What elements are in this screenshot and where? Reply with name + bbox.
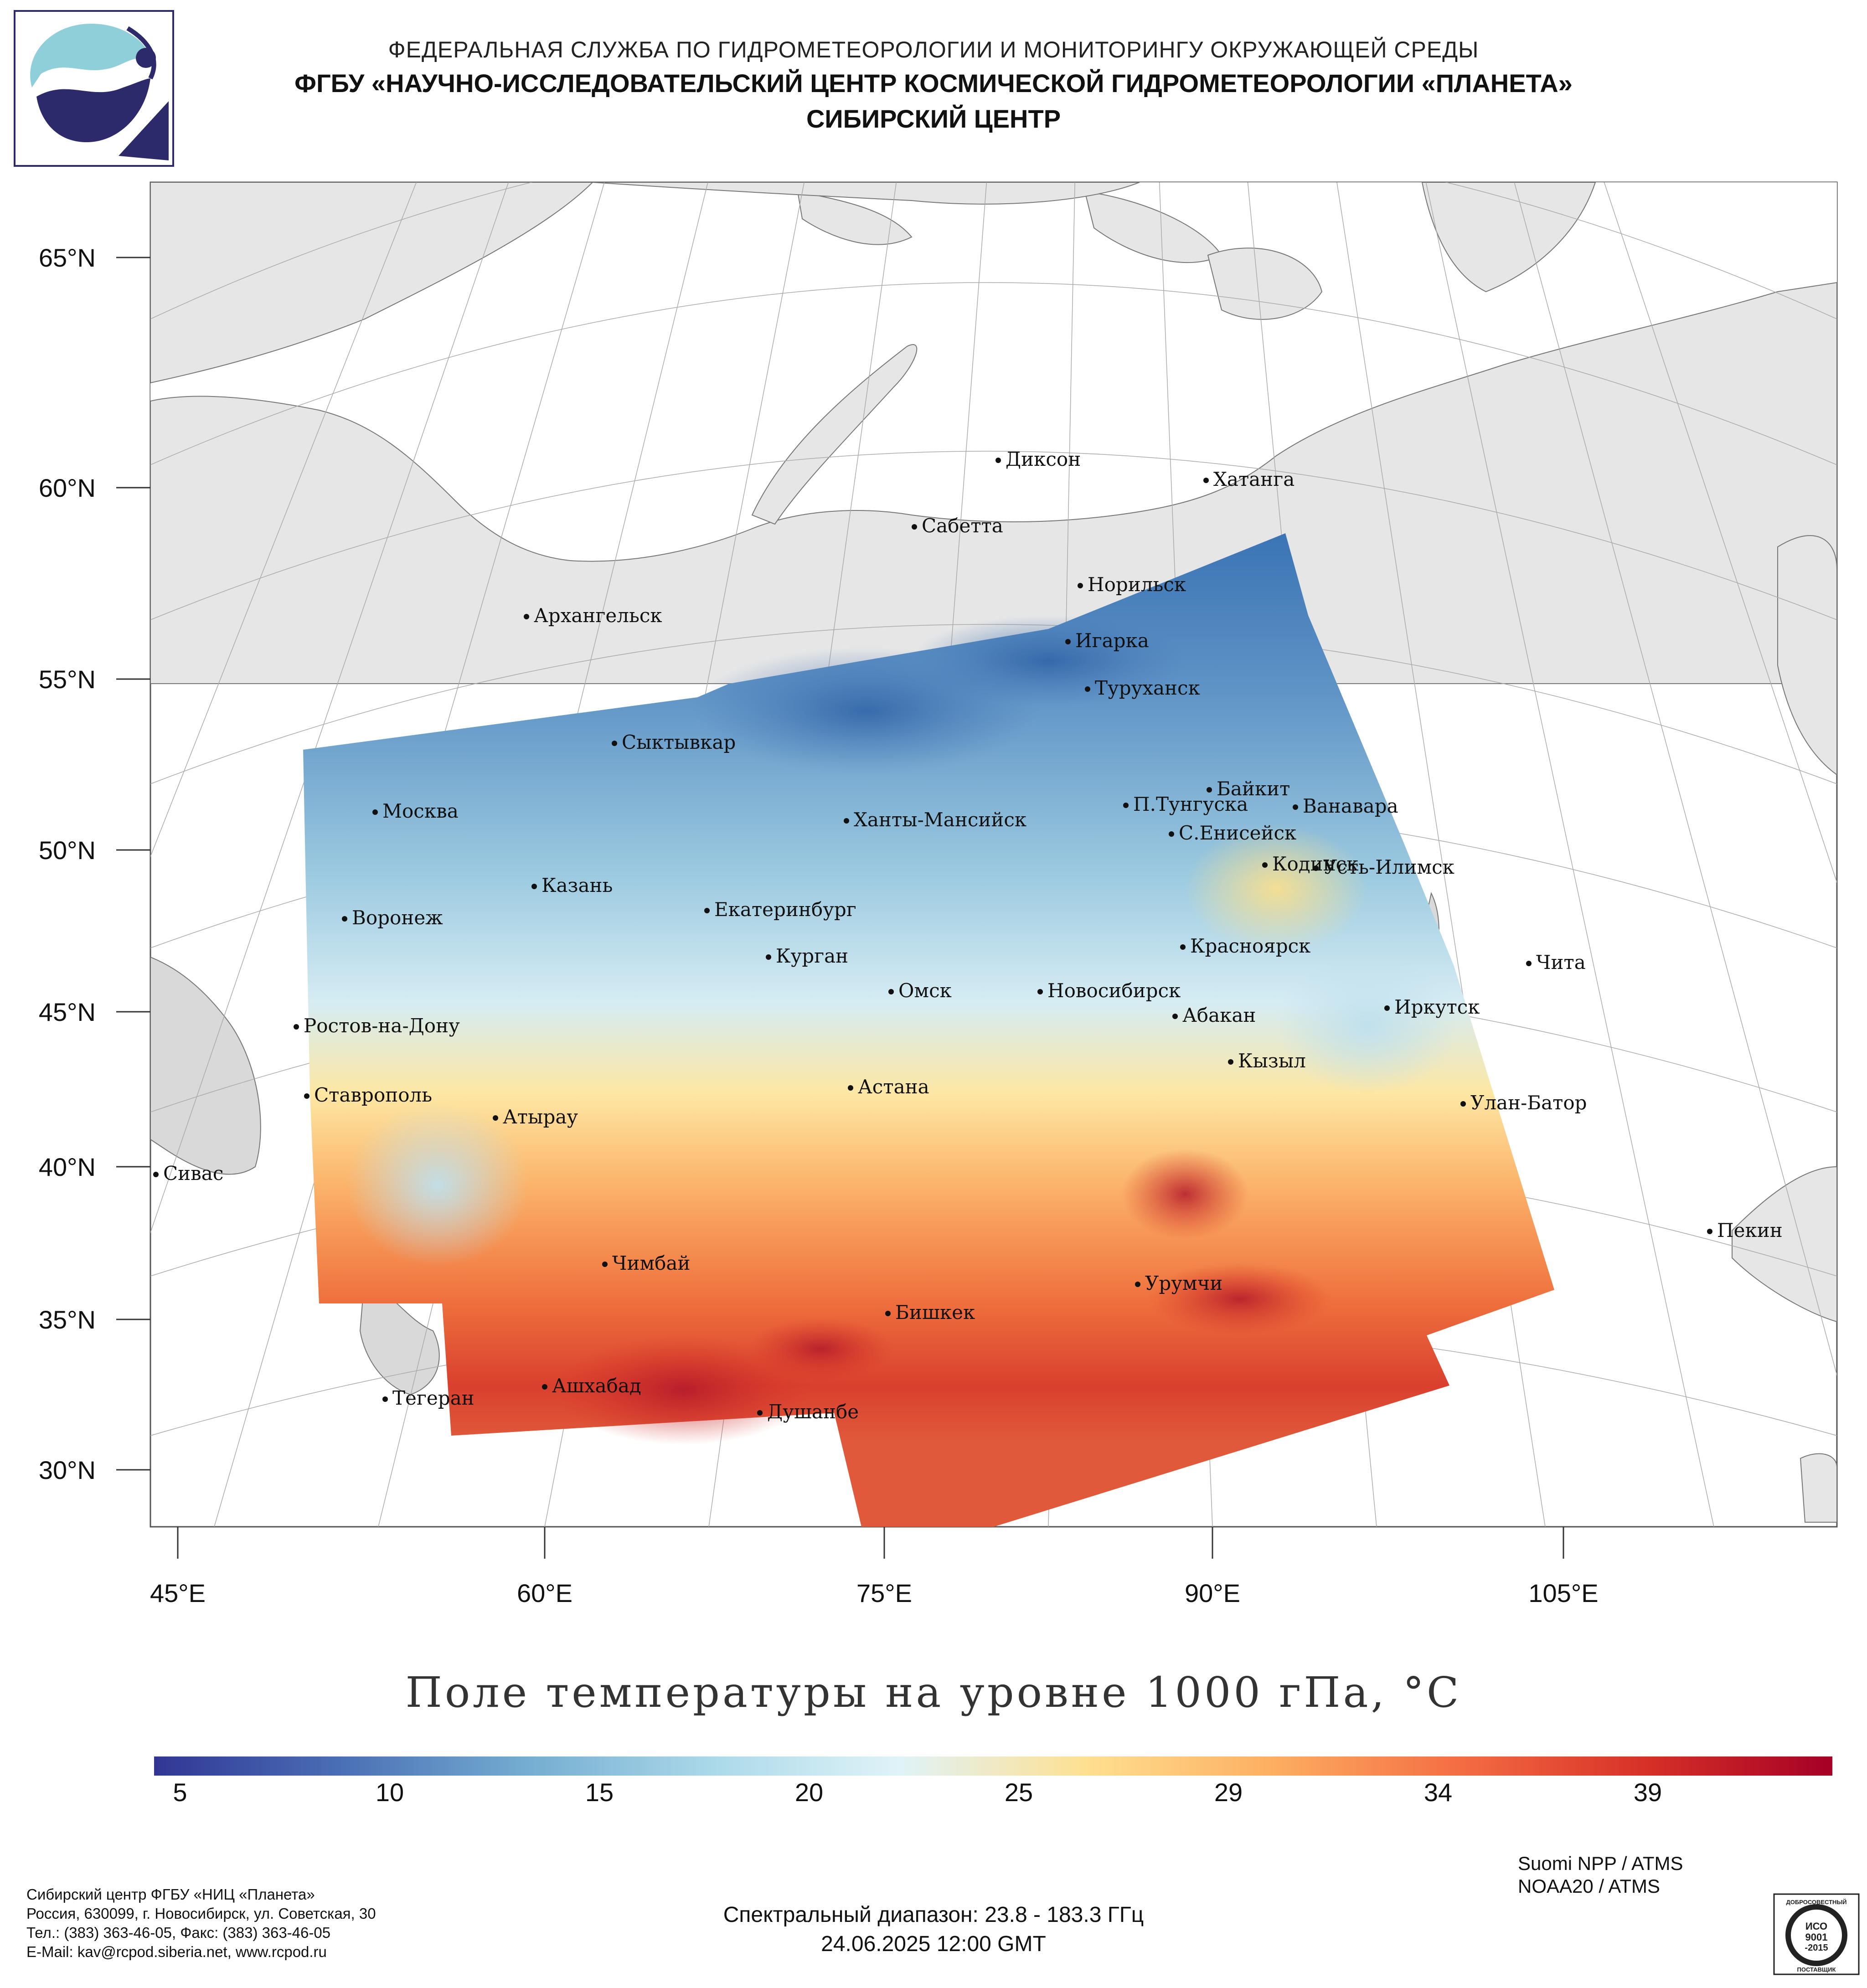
iso-label: ИСО [1805,1921,1827,1932]
city-chimbay: Чимбай [612,1252,690,1274]
city-arkhangelsk: Архангельск [534,604,662,627]
city-omsk: Омск [898,979,952,1002]
city-s-eniseysk: С.Енисейск [1179,822,1296,844]
city-pekin: Пекин [1717,1219,1783,1241]
header-center: СИБИРСКИЙ ЦЕНТР [806,104,1061,133]
lon-label-45: 45°E [150,1579,206,1607]
city-sabetta: Сабетта [922,515,1003,537]
header-institute: ФГБУ «НАУЧНО-ИССЛЕДОВАТЕЛЬСКИЙ ЦЕНТР КОС… [294,69,1573,98]
city-novosibirsk: Новосибирск [1047,979,1181,1002]
iso-certification-badge: ДОБРОСОВЕСТНЫЙ ИСО 9001 -2015 ПОСТАВЩИК [1773,1893,1860,1975]
city-rostov: Ростов-на-Дону [304,1015,460,1037]
city-baykit: Байкит [1217,778,1290,800]
colorbar-tick-20: 20 [794,1778,824,1807]
city-khatanga: Хатанга [1213,468,1295,490]
footer-contacts: Сибирский центр ФГБУ «НИЦ «Планета» Росс… [26,1885,376,1962]
spectral-range: Спектральный диапазон: 23.8 - 183.3 ГГц [723,1903,1144,1927]
city-ust-ilimsk: Усть-Илимск [1323,856,1454,878]
city-vanavara: Ванавара [1303,795,1398,817]
footer-meta: Спектральный диапазон: 23.8 - 183.3 ГГц … [0,1900,1867,1959]
temperature-colorbar [154,1756,1832,1776]
city-khanty-mansiysk: Ханты-Мансийск [854,809,1026,831]
city-ashkhabad: Ашхабад [552,1375,641,1397]
footer-address: Россия, 630099, г. Новосибирск, ул. Сове… [26,1905,376,1922]
city-urumchi: Урумчи [1145,1272,1222,1294]
city-chita: Чита [1536,951,1586,973]
lat-label-30: 30°N [39,1456,96,1484]
lon-label-60: 60°E [517,1579,572,1607]
footer-org: Сибирский центр ФГБУ «НИЦ «Планета» [26,1886,315,1903]
lon-label-90: 90°E [1185,1579,1240,1607]
lat-label-45: 45°N [39,998,96,1026]
iso-number: 9001 [1805,1931,1828,1943]
city-p-tunguska: П.Тунгуска [1133,793,1248,815]
city-syktyvkar: Сыктывкар [622,731,736,753]
colorbar-tick-15: 15 [585,1778,614,1807]
city-irkutsk: Иркутск [1394,996,1480,1018]
lon-label-75: 75°E [856,1579,912,1607]
city-sivas: Сивас [163,1162,223,1185]
city-voronezh: Воронеж [352,906,443,929]
city-tegeran: Тегеран [392,1387,474,1409]
lat-label-35: 35°N [39,1305,96,1334]
city-stavropol: Ставрополь [314,1084,432,1106]
city-kurgan: Курган [776,945,848,967]
city-ekaterinburg: Екатеринбург [714,898,856,921]
lat-label-65: 65°N [39,243,96,272]
city-dushanbe: Душанбе [767,1401,859,1423]
colorbar-tick-25: 25 [1004,1778,1033,1807]
city-dikson: Диксон [1006,448,1081,470]
city-bishkek: Бишкек [895,1301,975,1324]
map-title: Поле температуры на уровне 1000 гПа, °C [405,1668,1462,1717]
city-igarka: Игарка [1075,629,1149,652]
footer-phone: Тел.: (383) 363-46-05, Факс: (383) 363-4… [26,1924,331,1941]
observation-datetime: 24.06.2025 12:00 GMT [821,1932,1046,1956]
header-agency: ФЕДЕРАЛЬНАЯ СЛУЖБА ПО ГИДРОМЕТЕОРОЛОГИИ … [388,37,1479,62]
colorbar-tick-10: 10 [375,1778,404,1807]
sensor-noaa20: NOAA20 / ATMS [1518,1875,1660,1897]
city-kodinsk: Кодинск [1272,853,1358,875]
colorbar-tick-34: 34 [1423,1778,1453,1807]
iso-top-text: ДОБРОСОВЕСТНЫЙ [1786,1899,1846,1906]
colorbar-tick-29: 29 [1214,1778,1243,1807]
lat-label-50: 50°N [39,836,96,865]
sensor-snpp: Suomi NPP / ATMS [1518,1853,1683,1874]
city-turukhansk: Туруханск [1095,677,1200,699]
colorbar-tick-5: 5 [173,1778,187,1807]
colorbar-tick-39: 39 [1633,1778,1662,1807]
footer-email: E-Mail: kav@rcpod.siberia.net, www.rcpod… [26,1943,327,1960]
footer-sensors: Suomi NPP / ATMS NOAA20 / ATMS [1518,1852,1683,1898]
iso-year: -2015 [1805,1943,1828,1953]
city-ulan-bator: Улан-Батор [1470,1092,1587,1114]
city-krasnoyarsk: Красноярск [1190,935,1310,957]
planeta-logo [14,10,174,167]
iso-bottom-text: ПОСТАВЩИК [1797,1966,1836,1973]
city-atyrau: Атырау [503,1106,578,1128]
city-kyzyl: Кызыл [1238,1050,1306,1072]
city-astana: Астана [858,1076,929,1098]
city-kazan: Казань [542,874,613,896]
city-abakan: Абакан [1182,1004,1256,1026]
city-norilsk: Норильск [1088,573,1186,596]
lat-label-40: 40°N [39,1153,96,1181]
lon-label-105: 105°E [1528,1579,1598,1607]
lat-label-55: 55°N [39,665,96,694]
city-moskva: Москва [382,800,459,822]
lat-label-60: 60°N [39,474,96,502]
